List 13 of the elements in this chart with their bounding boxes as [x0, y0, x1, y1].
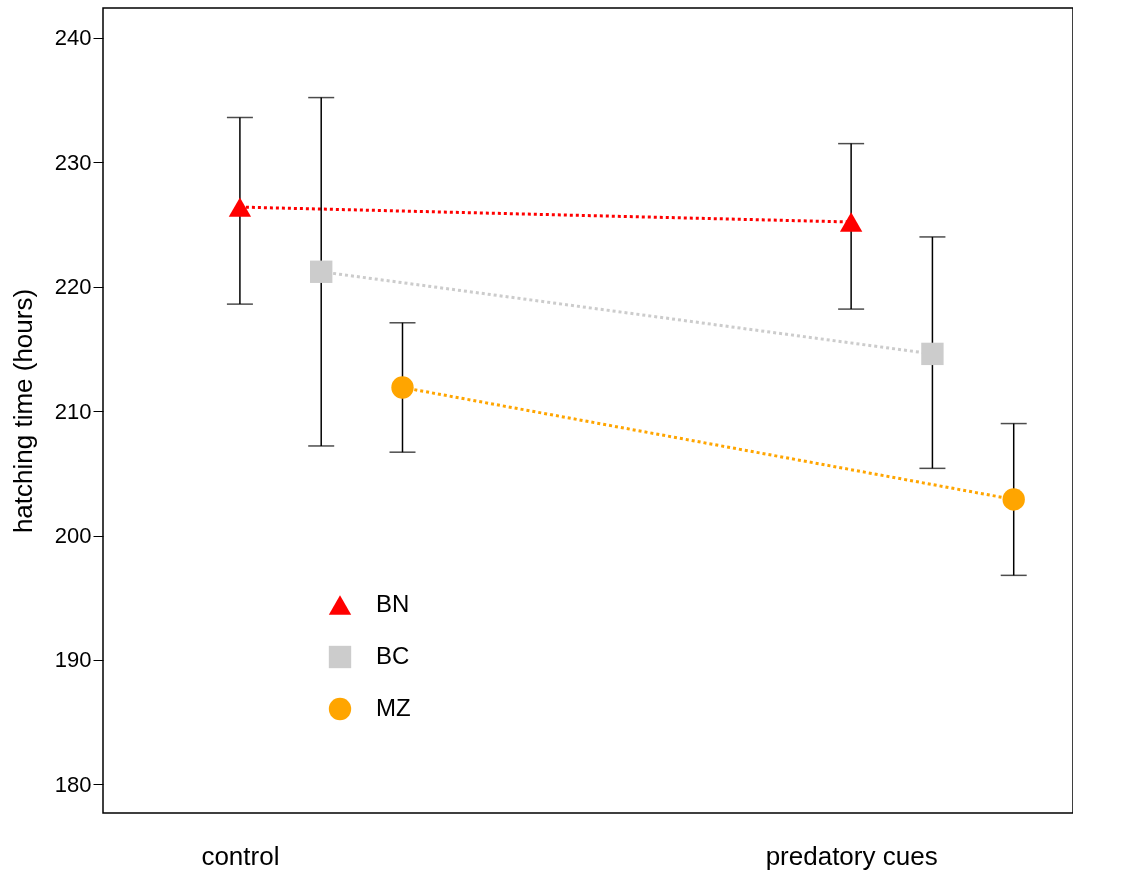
y-tick-label: 180 [54, 771, 92, 797]
y-tick-label: 240 [54, 25, 92, 51]
y-tick-label: 210 [54, 398, 92, 424]
y-axis-title: hatching time (hours) [7, 288, 38, 534]
x-tick-label: predatory cues [765, 840, 938, 871]
y-tick-label: 220 [54, 274, 92, 300]
y-tick-label: 190 [54, 647, 92, 673]
legend-label: BC [376, 642, 410, 669]
y-tick-label: 230 [54, 149, 92, 175]
legend-label: MZ [376, 694, 411, 721]
legend-label: BN [376, 590, 410, 617]
x-tick-label: control [201, 840, 280, 871]
y-tick-label: 200 [54, 523, 92, 549]
